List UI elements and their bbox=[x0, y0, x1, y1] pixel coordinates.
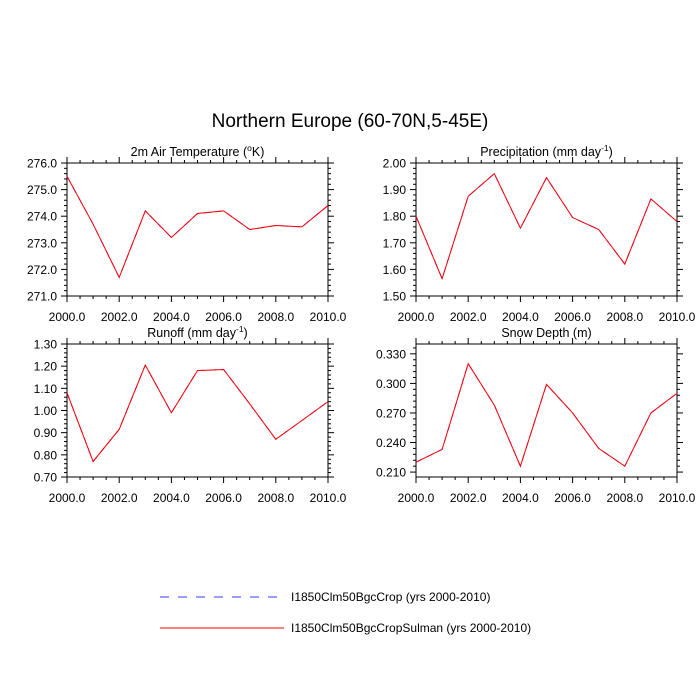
series-line-1 bbox=[66, 363, 329, 463]
chart-panel-4: Snow Depth (m) 2000.0 2002.0 2004.0 2006.0 20… bbox=[376, 326, 696, 505]
panel-title: 2m Air Temperature (oK) bbox=[131, 143, 265, 159]
x-tick-label: 2004.0 bbox=[502, 310, 539, 324]
y-tick-label: 0.90 bbox=[34, 426, 58, 440]
x-tick-label: 2006.0 bbox=[554, 310, 591, 324]
y-tick-label: 1.70 bbox=[383, 236, 407, 250]
x-tick-label: 2006.0 bbox=[205, 310, 242, 324]
panel-title: Precipitation (mm day-1) bbox=[480, 143, 613, 159]
x-tick-label: 2006.0 bbox=[205, 491, 242, 505]
x-tick-label: 2010.0 bbox=[659, 491, 696, 505]
x-tick-label: 2008.0 bbox=[606, 310, 643, 324]
x-tick-label: 2004.0 bbox=[153, 491, 190, 505]
y-tick-label: 1.90 bbox=[383, 183, 407, 197]
x-tick-label: 2004.0 bbox=[502, 491, 539, 505]
x-tick-label: 2000.0 bbox=[49, 491, 86, 505]
x-tick-label: 2010.0 bbox=[310, 310, 347, 324]
figure-title: Northern Europe (60-70N,5-45E) bbox=[212, 111, 489, 132]
x-tick-label: 2010.0 bbox=[310, 491, 347, 505]
y-tick-label: 0.330 bbox=[376, 347, 406, 361]
series-line-2 bbox=[66, 176, 329, 279]
y-tick-label: 2.00 bbox=[383, 157, 407, 171]
panel-title: Snow Depth (m) bbox=[501, 326, 591, 340]
x-tick-label: 2010.0 bbox=[659, 310, 696, 324]
panel-title: Runoff (mm day-1) bbox=[147, 324, 247, 340]
y-tick-label: 1.20 bbox=[34, 360, 58, 374]
y-tick-label: 1.80 bbox=[383, 210, 407, 224]
y-tick-label: 1.00 bbox=[34, 404, 58, 418]
x-tick-label: 2002.0 bbox=[450, 491, 487, 505]
plot-frame bbox=[66, 162, 329, 297]
x-tick-label: 2008.0 bbox=[257, 491, 294, 505]
series-line-1 bbox=[415, 362, 678, 468]
y-tick-label: 275.0 bbox=[27, 183, 57, 197]
y-tick-label: 0.210 bbox=[376, 466, 406, 480]
y-tick-label: 271.0 bbox=[27, 290, 57, 304]
y-tick-label: 276.0 bbox=[27, 157, 57, 171]
x-tick-label: 2002.0 bbox=[450, 310, 487, 324]
series-line-1 bbox=[415, 172, 678, 281]
x-tick-label: 2008.0 bbox=[257, 310, 294, 324]
y-tick-label: 0.240 bbox=[376, 436, 406, 450]
chart-panel-2: Precipitation (mm day-1) 2000.0 2002.0 2004… bbox=[383, 143, 696, 324]
x-tick-label: 2000.0 bbox=[49, 310, 86, 324]
y-tick-label: 273.0 bbox=[27, 236, 57, 250]
x-tick-label: 2006.0 bbox=[554, 491, 591, 505]
x-tick-label: 2008.0 bbox=[606, 491, 643, 505]
y-tick-label: 1.50 bbox=[383, 290, 407, 304]
series-line-2 bbox=[415, 362, 678, 468]
legend-label-2: I1850Clm50BgcCropSulman (yrs 2000-2010) bbox=[291, 621, 531, 635]
y-tick-label: 0.70 bbox=[34, 471, 58, 485]
y-tick-label: 0.300 bbox=[376, 377, 406, 391]
series-line-2 bbox=[415, 172, 678, 281]
y-tick-label: 272.0 bbox=[27, 263, 57, 277]
y-tick-label: 1.30 bbox=[34, 338, 58, 352]
y-tick-label: 0.80 bbox=[34, 448, 58, 462]
y-tick-label: 274.0 bbox=[27, 210, 57, 224]
plot-frame bbox=[415, 343, 678, 478]
x-tick-label: 2000.0 bbox=[398, 310, 435, 324]
plot-frame bbox=[415, 162, 678, 297]
x-tick-label: 2002.0 bbox=[101, 491, 138, 505]
plot-frame bbox=[66, 343, 329, 478]
x-tick-label: 2004.0 bbox=[153, 310, 190, 324]
chart-panel-1: 2m Air Temperature (oK) 2000.0 2002.0 2004.… bbox=[27, 143, 347, 324]
y-tick-label: 1.10 bbox=[34, 382, 58, 396]
x-tick-label: 2000.0 bbox=[398, 491, 435, 505]
series-line-1 bbox=[66, 176, 329, 279]
y-tick-label: 0.270 bbox=[376, 406, 406, 420]
y-tick-label: 1.60 bbox=[383, 263, 407, 277]
legend: I1850Clm50BgcCrop (yrs 2000-2010) I1850Cl… bbox=[160, 590, 531, 635]
chart-panel-3: Runoff (mm day-1) 2000.0 2002.0 2004.0 2006.… bbox=[34, 324, 347, 505]
legend-label-1: I1850Clm50BgcCrop (yrs 2000-2010) bbox=[291, 590, 490, 604]
x-tick-label: 2002.0 bbox=[101, 310, 138, 324]
series-line-2 bbox=[66, 363, 329, 463]
